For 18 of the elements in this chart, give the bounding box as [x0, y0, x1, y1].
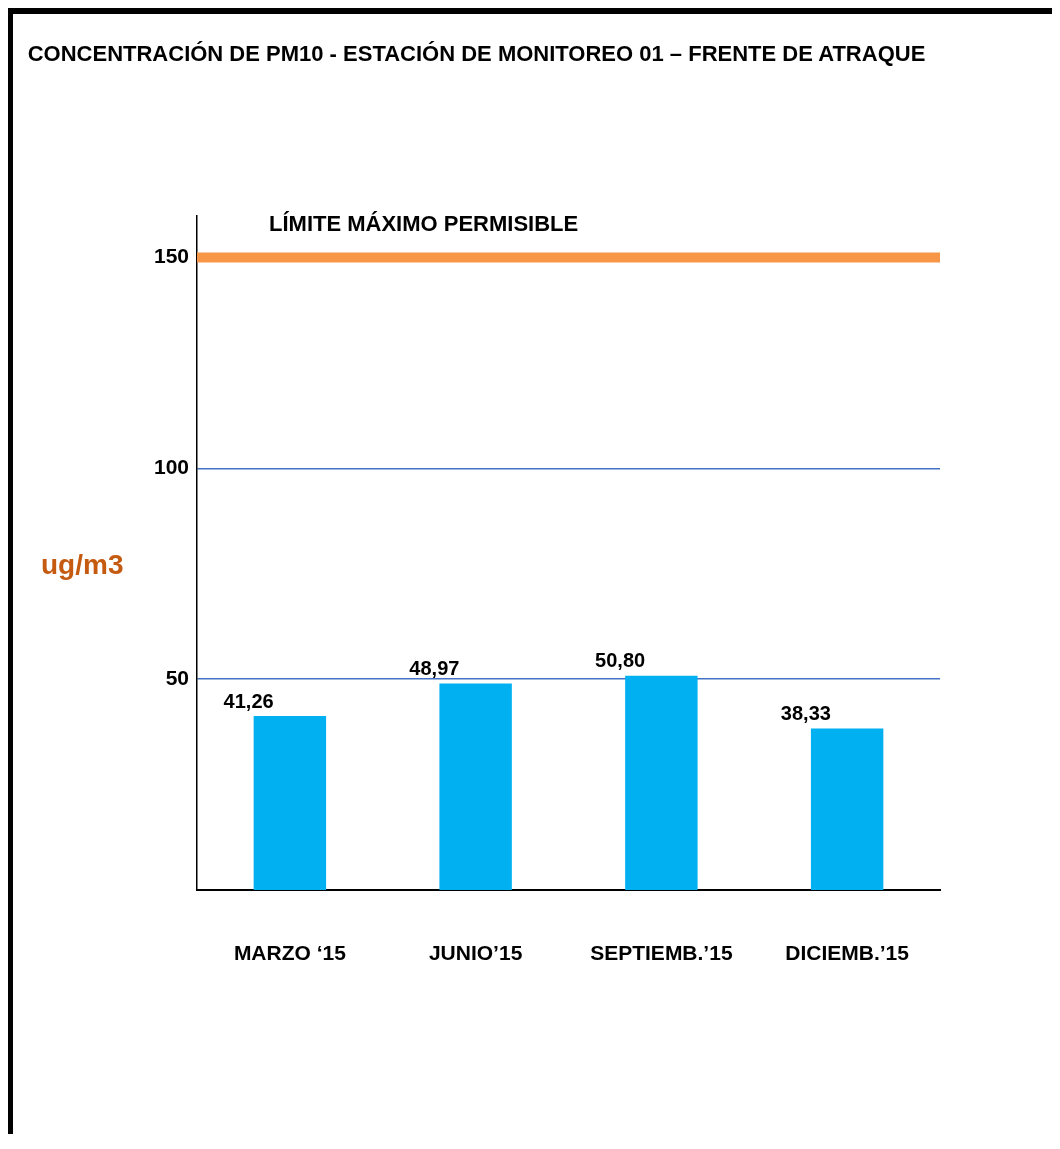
bar [810, 728, 884, 890]
chart-title: CONCENTRACIÓN DE PM10 - ESTACIÓN DE MONITOREO 01 – FRENTE DE ATRAQUE [27, 41, 926, 67]
y-tick-label: 50 [165, 665, 189, 689]
x-tick-label: SEPTIEMB.’15 [590, 941, 733, 965]
bar [625, 675, 698, 890]
bar [439, 683, 512, 890]
y-tick-label: 100 [153, 455, 189, 479]
data-label: 38,33 [780, 701, 831, 724]
y-axis-title: ug/m3 [41, 548, 124, 580]
x-tick-label: DICIEMB.’15 [785, 941, 910, 965]
ref-line-label: LÍMITE MÁXIMO PERMISIBLE [269, 210, 579, 236]
data-label: 48,97 [409, 657, 460, 680]
y-tick-label: 150 [153, 244, 189, 268]
x-tick-label: MARZO ‘15 [233, 941, 347, 965]
data-label: 41,26 [223, 689, 274, 712]
bar [253, 716, 327, 890]
data-label: 50,80 [595, 649, 646, 672]
x-tick-label: JUNIO’15 [428, 941, 523, 965]
